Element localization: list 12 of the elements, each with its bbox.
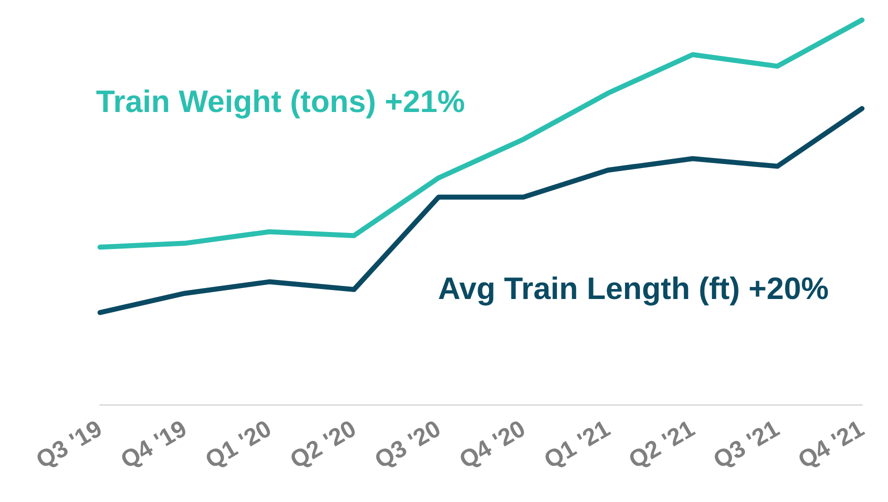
series-label: Avg Train Length (ft) +20% <box>438 271 829 306</box>
x-tick-label: Q2 '20 <box>286 415 361 474</box>
x-tick-label: Q4 '19 <box>116 415 192 474</box>
x-tick-label: Q1 '20 <box>201 415 276 474</box>
x-tick-label: Q1 '21 <box>540 415 615 474</box>
x-tick-label: Q2 '21 <box>624 415 700 474</box>
x-tick-label: Q4 '21 <box>794 415 869 474</box>
x-tick-label: Q3 '20 <box>370 415 446 474</box>
x-tick-label: Q3 '19 <box>32 415 107 474</box>
x-tick-label: Q4 '20 <box>455 415 530 474</box>
x-tick-label: Q3 '21 <box>709 415 784 474</box>
series-label: Train Weight (tons) +21% <box>96 84 465 119</box>
